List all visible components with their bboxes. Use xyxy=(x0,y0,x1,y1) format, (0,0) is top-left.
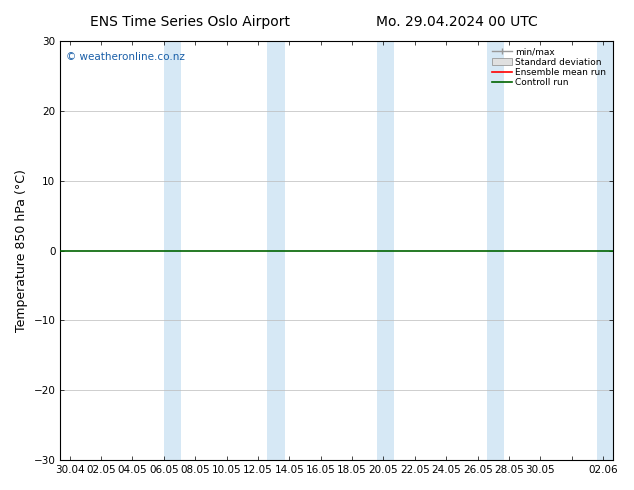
Bar xyxy=(597,41,614,460)
Bar xyxy=(487,41,504,460)
Legend: min/max, Standard deviation, Ensemble mean run, Controll run: min/max, Standard deviation, Ensemble me… xyxy=(490,46,608,89)
Text: Mo. 29.04.2024 00 UTC: Mo. 29.04.2024 00 UTC xyxy=(375,15,538,29)
Bar xyxy=(377,41,394,460)
Bar xyxy=(164,41,181,460)
Bar xyxy=(268,41,285,460)
Text: ENS Time Series Oslo Airport: ENS Time Series Oslo Airport xyxy=(90,15,290,29)
Text: © weatheronline.co.nz: © weatheronline.co.nz xyxy=(66,51,184,62)
Y-axis label: Temperature 850 hPa (°C): Temperature 850 hPa (°C) xyxy=(15,169,28,332)
